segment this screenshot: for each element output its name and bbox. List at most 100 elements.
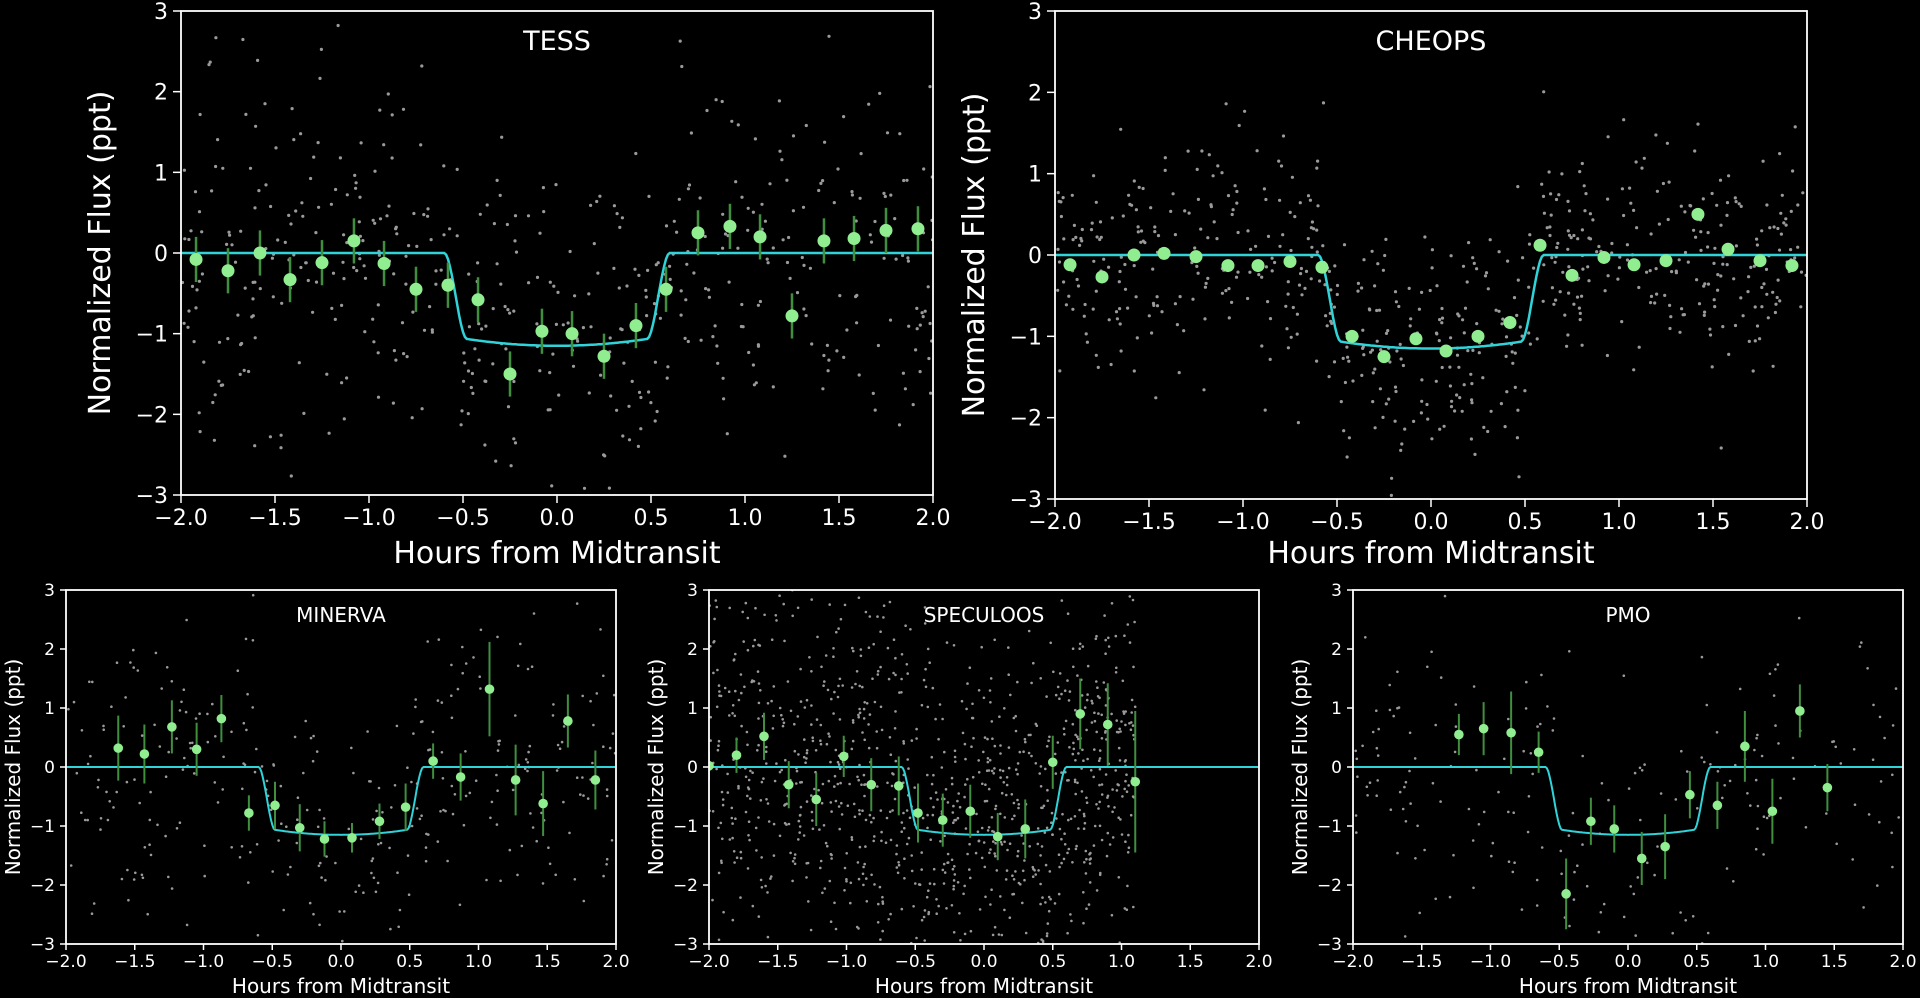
raw-data-point [920, 851, 923, 854]
raw-data-point [712, 671, 715, 675]
raw-data-point [1099, 235, 1103, 239]
raw-data-point [372, 876, 376, 880]
raw-data-point [1076, 735, 1079, 738]
raw-data-point [1062, 280, 1066, 284]
raw-data-point [92, 902, 96, 905]
raw-data-point [1453, 750, 1457, 754]
raw-data-point [760, 886, 764, 889]
raw-data-point [1663, 293, 1667, 297]
raw-data-point [1011, 817, 1014, 821]
raw-data-point [1755, 324, 1760, 328]
x-tick-label: −1.0 [826, 952, 867, 972]
raw-data-point [189, 229, 193, 233]
raw-data-point [1318, 279, 1322, 283]
raw-data-point [1124, 840, 1127, 843]
raw-data-point [226, 337, 230, 341]
y-tick-label: 2 [1331, 640, 1342, 660]
raw-data-point [810, 704, 813, 707]
raw-data-point [1638, 766, 1642, 770]
raw-data-point [1667, 180, 1671, 184]
raw-data-point [1195, 167, 1199, 171]
raw-data-point [477, 358, 481, 362]
raw-data-point [937, 737, 940, 741]
raw-data-point [1066, 851, 1069, 855]
raw-data-point [914, 348, 918, 352]
raw-data-point [605, 794, 609, 798]
raw-data-point [717, 826, 720, 830]
raw-data-point [982, 841, 986, 844]
raw-data-point [753, 638, 757, 642]
binned-data-point [1712, 800, 1723, 811]
raw-data-point [1679, 204, 1683, 208]
raw-data-point [760, 856, 763, 859]
raw-data-point [1215, 237, 1219, 241]
raw-data-point [1541, 194, 1546, 198]
raw-data-point [1088, 881, 1092, 884]
raw-data-point [862, 883, 865, 887]
raw-data-point [450, 694, 453, 697]
raw-data-point [832, 647, 835, 650]
raw-data-point [1173, 302, 1177, 306]
raw-data-point [1472, 261, 1476, 265]
raw-data-point [1716, 288, 1720, 292]
x-axis-label: Hours from Midtransit [875, 974, 1093, 998]
raw-data-point [1700, 756, 1703, 759]
raw-data-point [444, 809, 447, 813]
raw-data-point [255, 843, 259, 846]
raw-data-point [1804, 826, 1808, 829]
raw-data-point [810, 670, 813, 673]
raw-data-point [1668, 326, 1672, 331]
raw-data-point [823, 140, 827, 144]
raw-data-point [83, 818, 87, 822]
binned-data-point [911, 222, 925, 236]
raw-data-point [1497, 250, 1501, 254]
raw-data-point [851, 721, 855, 724]
raw-data-point [238, 372, 242, 376]
raw-data-point [1452, 853, 1455, 857]
raw-data-point [878, 885, 882, 889]
binned-data-point [538, 798, 548, 809]
raw-data-point [668, 277, 672, 281]
raw-data-point [1264, 265, 1268, 269]
raw-data-point [491, 307, 495, 311]
raw-data-point [437, 638, 441, 641]
raw-data-point [968, 842, 971, 846]
raw-data-point [845, 878, 848, 881]
raw-data-point [751, 210, 756, 214]
raw-data-point [658, 316, 663, 320]
raw-data-point [478, 675, 482, 678]
raw-data-point [795, 291, 800, 295]
raw-data-point [566, 321, 570, 325]
raw-data-point [1315, 359, 1319, 363]
raw-data-point [1016, 772, 1019, 776]
raw-data-point [805, 751, 809, 755]
raw-data-point [1520, 908, 1524, 911]
binned-data-point [294, 822, 305, 833]
raw-data-point [833, 785, 836, 788]
raw-data-point [1235, 189, 1239, 194]
raw-data-point [942, 882, 946, 885]
raw-data-point [178, 709, 182, 712]
raw-data-point [464, 662, 468, 665]
raw-data-point [1535, 878, 1539, 882]
raw-data-point [981, 782, 984, 786]
raw-data-point [1030, 754, 1033, 758]
raw-data-point [1705, 703, 1709, 707]
raw-data-point [1071, 647, 1075, 650]
binned-data-point [216, 713, 227, 724]
raw-data-point [1327, 269, 1331, 273]
raw-data-point [748, 838, 751, 842]
raw-data-point [1416, 824, 1419, 828]
raw-data-point [1438, 427, 1442, 431]
raw-data-point [840, 801, 843, 805]
raw-data-point [1461, 318, 1465, 322]
raw-data-point [1388, 708, 1392, 712]
raw-data-point [1070, 919, 1073, 923]
plot-area [709, 590, 1259, 944]
raw-data-point [726, 772, 729, 776]
raw-data-point [978, 908, 982, 911]
raw-data-point [1107, 318, 1111, 322]
raw-data-point [1071, 307, 1075, 311]
raw-data-point [1066, 931, 1069, 935]
raw-data-point [802, 263, 806, 267]
